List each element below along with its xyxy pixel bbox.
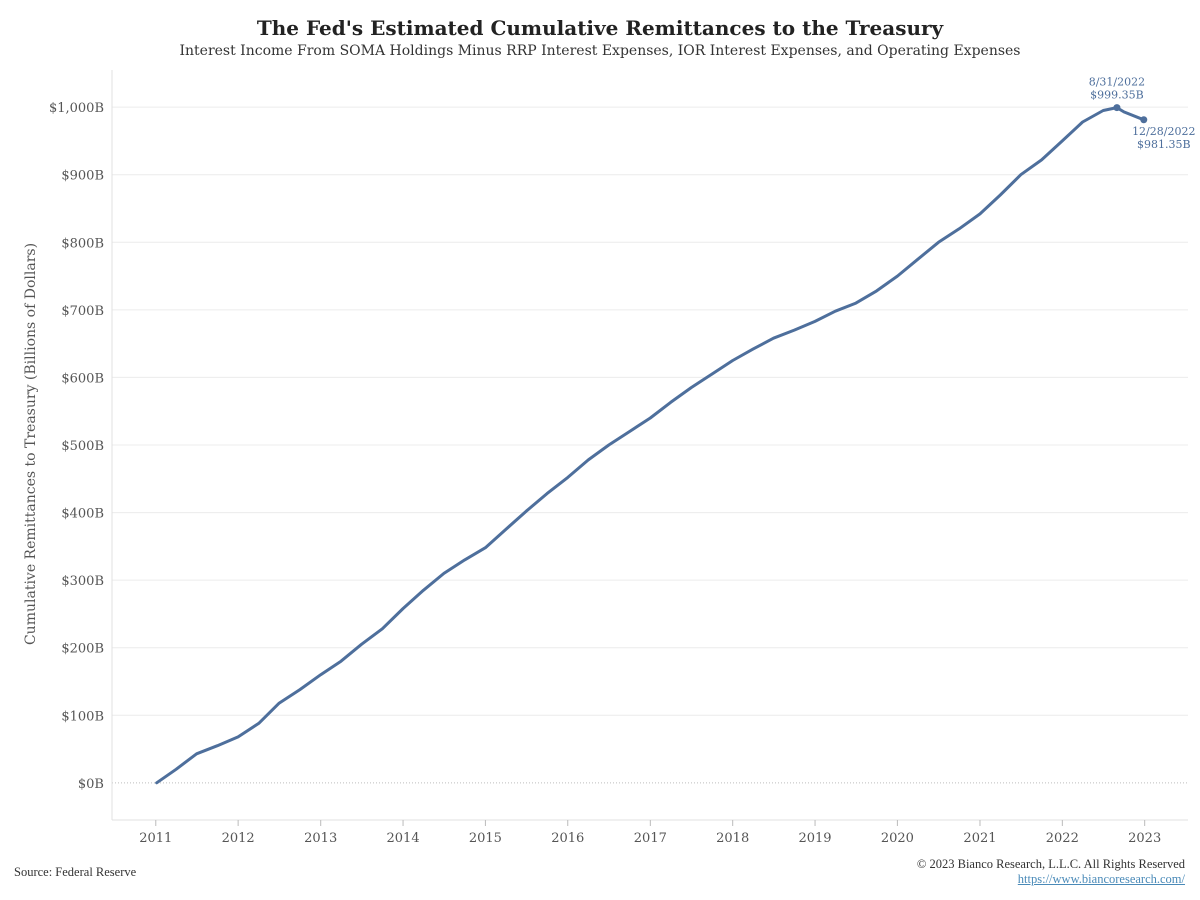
y-tick-label: $600B: [61, 371, 104, 386]
x-tick-label: 2011: [139, 831, 172, 846]
x-axis: 2011 2012 2013 2014 2015 2016 2017 2018 2019 2020…: [139, 820, 1161, 846]
x-tick-label: 2017: [634, 831, 667, 846]
x-tick-label: 2023: [1128, 831, 1161, 846]
y-tick-label: $200B: [61, 642, 104, 657]
y-tick-label: $0B: [78, 777, 104, 792]
y-axis-title: Cumulative Remittances to Treasury (Bill…: [23, 243, 39, 645]
source-note: Source: Federal Reserve: [14, 865, 137, 879]
chart-subtitle: Interest Income From SOMA Holdings Minus…: [179, 43, 1021, 59]
annotations: 8/31/2022$999.35B 12/28/2022$981.35B: [1089, 76, 1196, 151]
annotation-date: 8/31/2022: [1089, 76, 1145, 89]
annotation-value: $981.35B: [1137, 138, 1191, 151]
x-tick-label: 2020: [881, 831, 914, 846]
x-tick-label: 2016: [551, 831, 584, 846]
y-tick-label: $400B: [61, 507, 104, 522]
y-tick-label: $100B: [61, 709, 104, 724]
x-tick-label: 2012: [222, 831, 255, 846]
y-tick-label: $800B: [61, 236, 104, 251]
annotation-point: [1113, 104, 1121, 112]
footer-credit: © 2023 Bianco Research, L.L.C. All Right…: [917, 857, 1185, 887]
y-tick-label: $500B: [61, 439, 104, 454]
x-tick-label: 2013: [304, 831, 337, 846]
x-tick-label: 2022: [1046, 831, 1079, 846]
annotation-date: 12/28/2022: [1132, 125, 1195, 138]
annotation-point: [1140, 116, 1148, 124]
y-tick-label: $700B: [61, 304, 104, 319]
y-tick-label: $300B: [61, 574, 104, 589]
y-axis: $0B $100B $200B $300B $400B $500B $600B $700B $8…: [49, 101, 104, 792]
y-tick-label: $900B: [61, 169, 104, 184]
x-tick-label: 2019: [798, 831, 831, 846]
x-tick-label: 2018: [716, 831, 749, 846]
copyright-text: © 2023 Bianco Research, L.L.C. All Right…: [916, 857, 1185, 871]
y-tick-label: $1,000B: [49, 101, 104, 116]
website-link[interactable]: https://www.biancoresearch.com/: [1017, 872, 1185, 886]
remittances-line: [155, 106, 1146, 785]
chart-title: The Fed's Estimated Cumulative Remittanc…: [256, 16, 944, 40]
x-tick-label: 2015: [469, 831, 502, 846]
x-tick-label: 2014: [387, 831, 420, 846]
x-tick-label: 2021: [963, 831, 996, 846]
annotation-value: $999.35B: [1090, 89, 1144, 102]
